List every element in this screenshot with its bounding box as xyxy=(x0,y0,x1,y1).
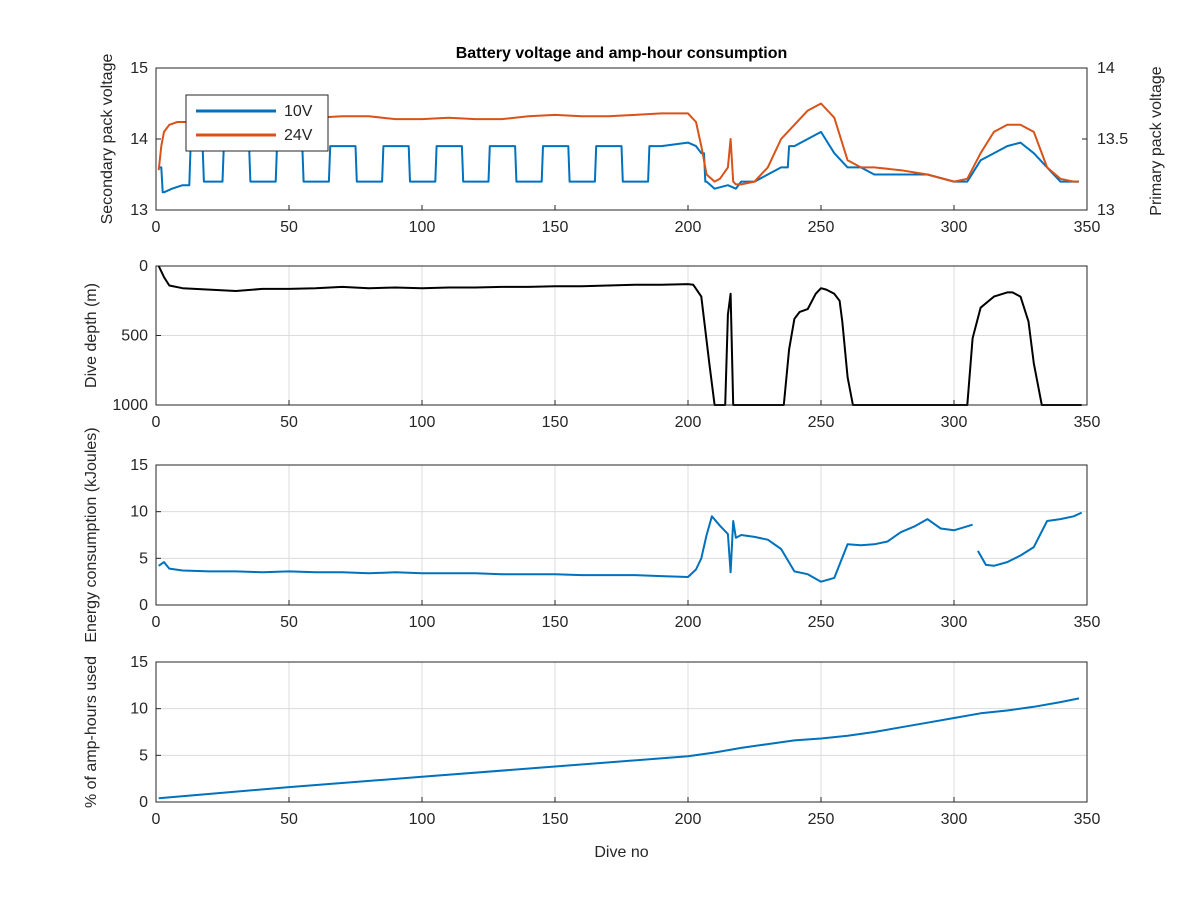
y-tick-label: 15 xyxy=(130,60,148,77)
x-tick-label: 50 xyxy=(280,811,298,828)
x-tick-label: 200 xyxy=(675,414,702,431)
x-tick-label: 0 xyxy=(152,614,161,631)
x-tick-label: 300 xyxy=(941,614,968,631)
y-tick-label: 5 xyxy=(139,747,148,764)
x-tick-label: 100 xyxy=(409,614,436,631)
series-line-1 xyxy=(158,697,1080,800)
x-tick-label: 300 xyxy=(941,219,968,236)
plot-area xyxy=(156,465,1087,605)
legend-label-24V: 24V xyxy=(284,127,313,144)
x-tick-label: 350 xyxy=(1074,219,1101,236)
y-axis-label: Energy consumption (kJoules) xyxy=(83,427,100,642)
panel-3: 0 50 100 150 200 250 300 350 0 5 10 15 Energy consum… xyxy=(83,427,1100,642)
y-tick-label: 15 xyxy=(130,654,148,671)
x-tick-label: 250 xyxy=(808,614,835,631)
y-tick-label: 0 xyxy=(139,597,148,614)
x-tick-label: 200 xyxy=(675,614,702,631)
plot-area xyxy=(156,662,1087,802)
y-tick-label: 0 xyxy=(139,258,148,275)
y-tick-label: 0 xyxy=(139,794,148,811)
x-tick-label: 0 xyxy=(152,811,161,828)
x-tick-label: 250 xyxy=(808,811,835,828)
y-tick-label: 13 xyxy=(130,202,148,219)
y-tick-label: 1000 xyxy=(112,397,148,414)
legend-label-10V: 10V xyxy=(284,103,313,120)
y-tick-label: 10 xyxy=(130,504,148,521)
chart-title: Battery voltage and amp-hour consumption xyxy=(456,45,788,62)
x-tick-label: 100 xyxy=(409,811,436,828)
y-right-tick-label: 13 xyxy=(1097,202,1115,219)
y-tick-label: 10 xyxy=(130,701,148,718)
x-tick-label: 150 xyxy=(542,414,569,431)
panel-4: 0 50 100 150 200 250 300 350 0 5 10 15 % of amp-hour… xyxy=(83,654,1100,861)
x-tick-label: 250 xyxy=(808,219,835,236)
x-tick-label: 350 xyxy=(1074,811,1101,828)
x-tick-label: 100 xyxy=(409,414,436,431)
y-axis-label: % of amp-hours used xyxy=(83,656,100,808)
x-tick-label: 250 xyxy=(808,414,835,431)
x-tick-label: 350 xyxy=(1074,414,1101,431)
x-tick-label: 300 xyxy=(941,811,968,828)
axes-frame xyxy=(155,661,1088,803)
y-tick-label: 14 xyxy=(130,131,148,148)
x-axis-label: Dive no xyxy=(594,844,648,861)
x-tick-label: 50 xyxy=(280,614,298,631)
y-tick-label: 15 xyxy=(130,457,148,474)
x-tick-label: 150 xyxy=(542,614,569,631)
y-axis-label: Dive depth (m) xyxy=(83,283,100,388)
y-tick-label: 5 xyxy=(139,550,148,567)
legend-box xyxy=(185,94,329,152)
y-tick-label: 500 xyxy=(121,328,148,345)
y-right-axis-label: Primary pack voltage xyxy=(1148,66,1165,215)
x-tick-label: 100 xyxy=(409,219,436,236)
x-tick-label: 50 xyxy=(280,414,298,431)
x-tick-label: 0 xyxy=(152,219,161,236)
series-line-10V xyxy=(158,130,1079,194)
x-tick-label: 350 xyxy=(1074,614,1101,631)
x-tick-label: 200 xyxy=(675,219,702,236)
x-tick-label: 50 xyxy=(280,219,298,236)
y-axis-label: Secondary pack voltage xyxy=(99,54,116,225)
series-line-1 xyxy=(158,511,1083,583)
y-right-tick-label: 13.5 xyxy=(1097,131,1128,148)
y-right-tick-label: 14 xyxy=(1097,60,1115,77)
x-tick-label: 0 xyxy=(152,414,161,431)
x-tick-label: 150 xyxy=(542,219,569,236)
axes-frame xyxy=(155,464,1088,606)
panel-2: 0 50 100 150 200 250 300 350 0 500 1000 Dive depth … xyxy=(83,258,1100,431)
x-tick-label: 200 xyxy=(675,811,702,828)
x-tick-label: 150 xyxy=(542,811,569,828)
x-tick-label: 300 xyxy=(941,414,968,431)
